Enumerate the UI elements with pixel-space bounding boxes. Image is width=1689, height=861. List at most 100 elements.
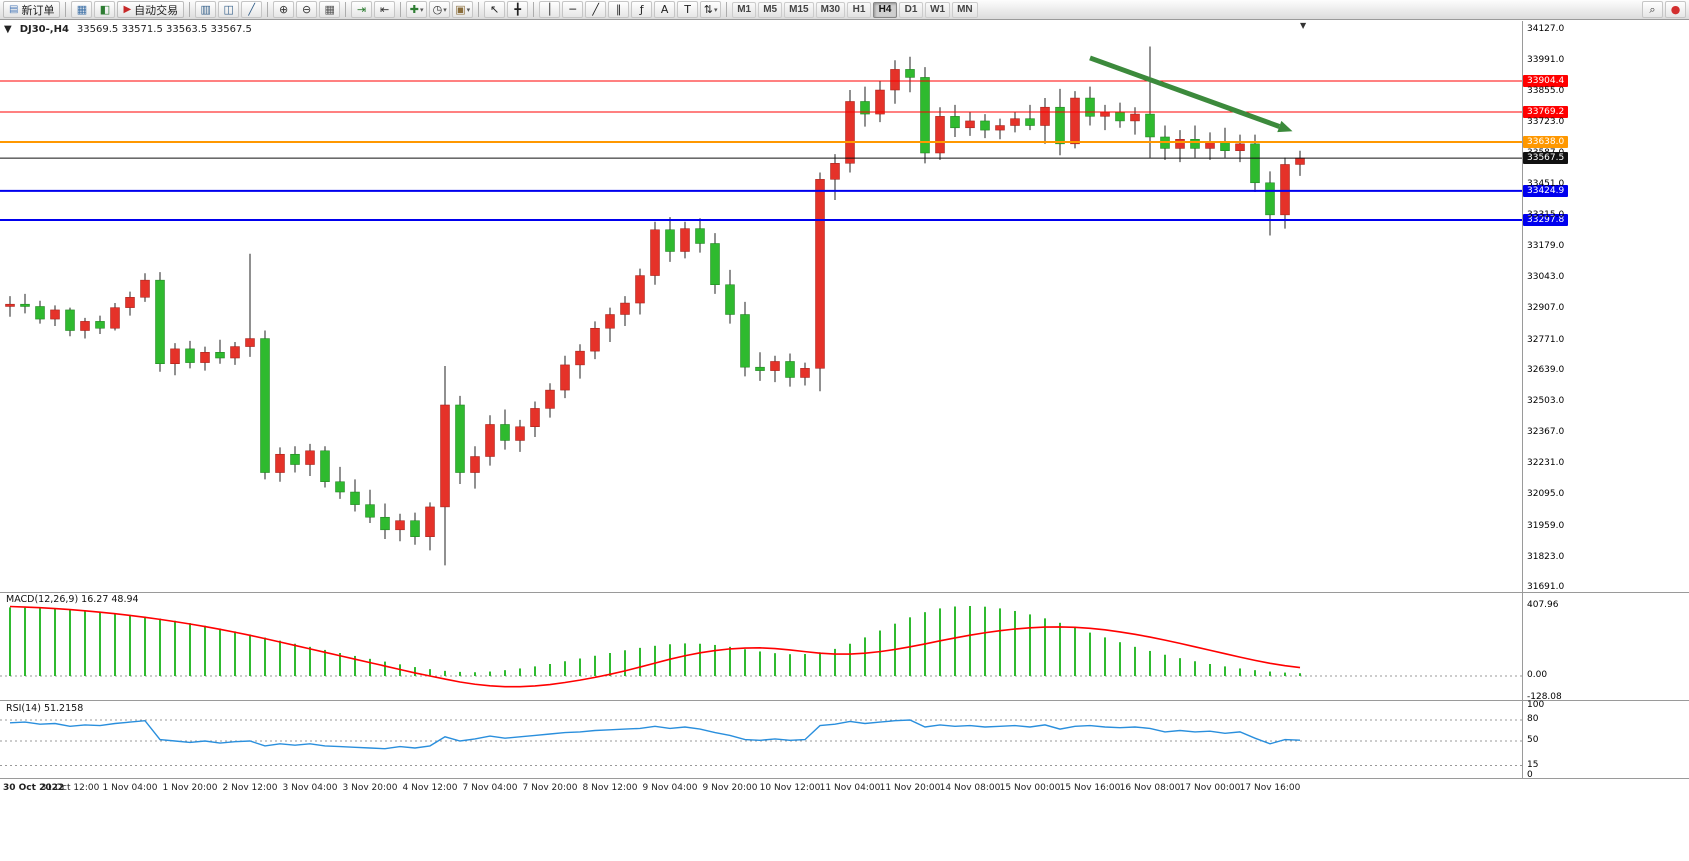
rsi-axis-label: 100 xyxy=(1527,700,1545,710)
candle xyxy=(905,69,915,78)
indicators-dropdown-arrow[interactable]: ▾ xyxy=(420,5,424,14)
candle xyxy=(695,228,705,244)
macd-axis-label: -128.08 xyxy=(1527,691,1562,702)
timeframe-mn[interactable]: MN xyxy=(952,1,978,18)
price-axis-label: 32639.0 xyxy=(1527,364,1565,375)
indicators-icon[interactable]: ✚ ▾ xyxy=(406,1,428,18)
text-icon[interactable]: A xyxy=(654,1,676,18)
candle xyxy=(110,307,120,329)
candle xyxy=(215,352,225,359)
candle xyxy=(515,426,525,441)
rsi-line xyxy=(9,719,1301,750)
new-order-button-label: 新订单 xyxy=(21,4,55,17)
timeframe-w1[interactable]: W1 xyxy=(925,1,951,18)
price-level-tag: 33638.0 xyxy=(1523,136,1569,148)
candle xyxy=(380,516,390,531)
price-axis-label: 33315.0 xyxy=(1527,210,1565,220)
chart-shift-icon[interactable]: ⇤ xyxy=(374,1,396,18)
candle xyxy=(755,366,765,371)
candle xyxy=(965,120,975,129)
indicators-icon: ✚ xyxy=(409,3,419,16)
zoom-in-icon[interactable]: ⊕ xyxy=(273,1,295,18)
timeframe-h4[interactable]: H4 xyxy=(873,1,898,18)
search-icon[interactable]: ⌕ xyxy=(1642,1,1663,18)
time-axis-label: 17 Nov 16:00 xyxy=(1239,783,1301,793)
fibonacci-icon: ƒ xyxy=(639,3,644,16)
timeframe-d1[interactable]: D1 xyxy=(899,1,924,18)
account-icon[interactable]: ● xyxy=(1665,1,1686,18)
chart-shift-icon: ⇤ xyxy=(380,3,390,16)
auto-trading-button[interactable]: ▶ 自动交易 xyxy=(117,1,185,18)
time-axis-label: 7 Nov 04:00 xyxy=(462,783,518,793)
candle xyxy=(455,404,465,473)
time-axis-label: 11 Nov 20:00 xyxy=(879,783,941,793)
candle xyxy=(155,279,165,364)
zoom-out-icon: ⊖ xyxy=(302,3,312,16)
timeframe-m5[interactable]: M5 xyxy=(758,1,783,18)
arrows-dropdown-arrow[interactable]: ▾ xyxy=(714,5,718,14)
line-chart-icon[interactable]: ╱ xyxy=(241,1,263,18)
charts-window-icon[interactable]: ▦ xyxy=(71,1,93,18)
new-order-button[interactable]: ▤ 新订单 xyxy=(3,1,61,18)
timeframe-m15[interactable]: M15 xyxy=(784,1,814,18)
templates-dropdown-arrow[interactable]: ▾ xyxy=(466,5,471,14)
time-axis[interactable]: 30 Oct 2022 31 Oct 12:00 1 Nov 04:00 1 Nov … xyxy=(0,779,1522,797)
price-axis-label: 33451.0 xyxy=(1527,178,1565,189)
trend-arrow-head xyxy=(1277,120,1293,133)
macd-histogram-layer xyxy=(9,605,1301,676)
candle xyxy=(1055,106,1065,145)
chart-shift-marker[interactable]: ▼ xyxy=(1300,21,1307,30)
price-level-tag: 33424.9 xyxy=(1523,184,1569,197)
candlestick-chart-icon[interactable]: ◫ xyxy=(218,1,240,18)
candle xyxy=(20,303,30,307)
candle xyxy=(890,69,900,91)
equidistant-channel-icon[interactable]: ∥ xyxy=(608,1,630,18)
zoom-out-icon[interactable]: ⊖ xyxy=(296,1,318,18)
timeframe-m1[interactable]: M1 xyxy=(732,1,757,18)
price-axis[interactable]: 33904.4 33769.2 33638.0 33424.9 33297.8 34127… xyxy=(1522,20,1689,780)
candle xyxy=(50,309,60,320)
candle xyxy=(650,229,660,276)
periods-icon[interactable]: ◷ ▾ xyxy=(429,1,451,18)
templates-icon: ▣ xyxy=(455,3,466,16)
macd-indicator-label: MACD(12,26,9) 16.27 48.94 xyxy=(6,594,139,605)
crosshair-icon[interactable]: ╋ xyxy=(507,1,529,18)
one-click-trading-toggle[interactable]: ▼ xyxy=(4,24,12,35)
vertical-line-icon[interactable]: │ xyxy=(539,1,561,18)
candle xyxy=(425,506,435,537)
templates-icon[interactable]: ▣ ▾ xyxy=(452,1,474,18)
market-watch-icon[interactable]: ◧ xyxy=(94,1,116,18)
bar-chart-icon[interactable]: ▥ xyxy=(195,1,217,18)
price-axis-label: 33855.0 xyxy=(1527,86,1565,97)
periods-dropdown-arrow[interactable]: ▾ xyxy=(443,5,447,14)
candle xyxy=(410,520,420,537)
time-axis-label: 30 Oct 2022 xyxy=(3,783,65,793)
macd-axis-label: 407.96 xyxy=(1527,600,1559,610)
candle xyxy=(275,453,285,473)
horizontal-line-icon[interactable]: ─ xyxy=(562,1,584,18)
time-axis-label: 31 Oct 12:00 xyxy=(40,783,100,793)
timeframe-h1[interactable]: H1 xyxy=(847,1,872,18)
timeframe-m30[interactable]: M30 xyxy=(815,1,846,18)
trendline-icon[interactable]: ╱ xyxy=(585,1,607,18)
text-label-icon[interactable]: T xyxy=(677,1,699,18)
fibonacci-icon[interactable]: ƒ xyxy=(631,1,653,18)
auto-scroll-icon[interactable]: ⇥ xyxy=(351,1,373,18)
price-axis-label: 32503.0 xyxy=(1527,396,1565,406)
time-axis-label: 10 Nov 12:00 xyxy=(759,783,821,793)
cursor-icon[interactable]: ↖ xyxy=(484,1,506,18)
candle xyxy=(185,348,195,363)
time-axis-label: 8 Nov 12:00 xyxy=(582,783,638,793)
candle xyxy=(845,101,855,164)
tile-windows-icon[interactable]: ▦ xyxy=(319,1,341,18)
trend-arrow-line[interactable] xyxy=(1089,55,1281,129)
candle xyxy=(1115,111,1125,122)
candle xyxy=(320,450,330,482)
arrows-icon[interactable]: ⇅ ▾ xyxy=(700,1,722,18)
time-axis-label: 16 Nov 08:00 xyxy=(1119,783,1181,793)
candle xyxy=(635,275,645,304)
candle xyxy=(1085,97,1095,117)
candle xyxy=(530,408,540,427)
candle xyxy=(665,229,675,252)
